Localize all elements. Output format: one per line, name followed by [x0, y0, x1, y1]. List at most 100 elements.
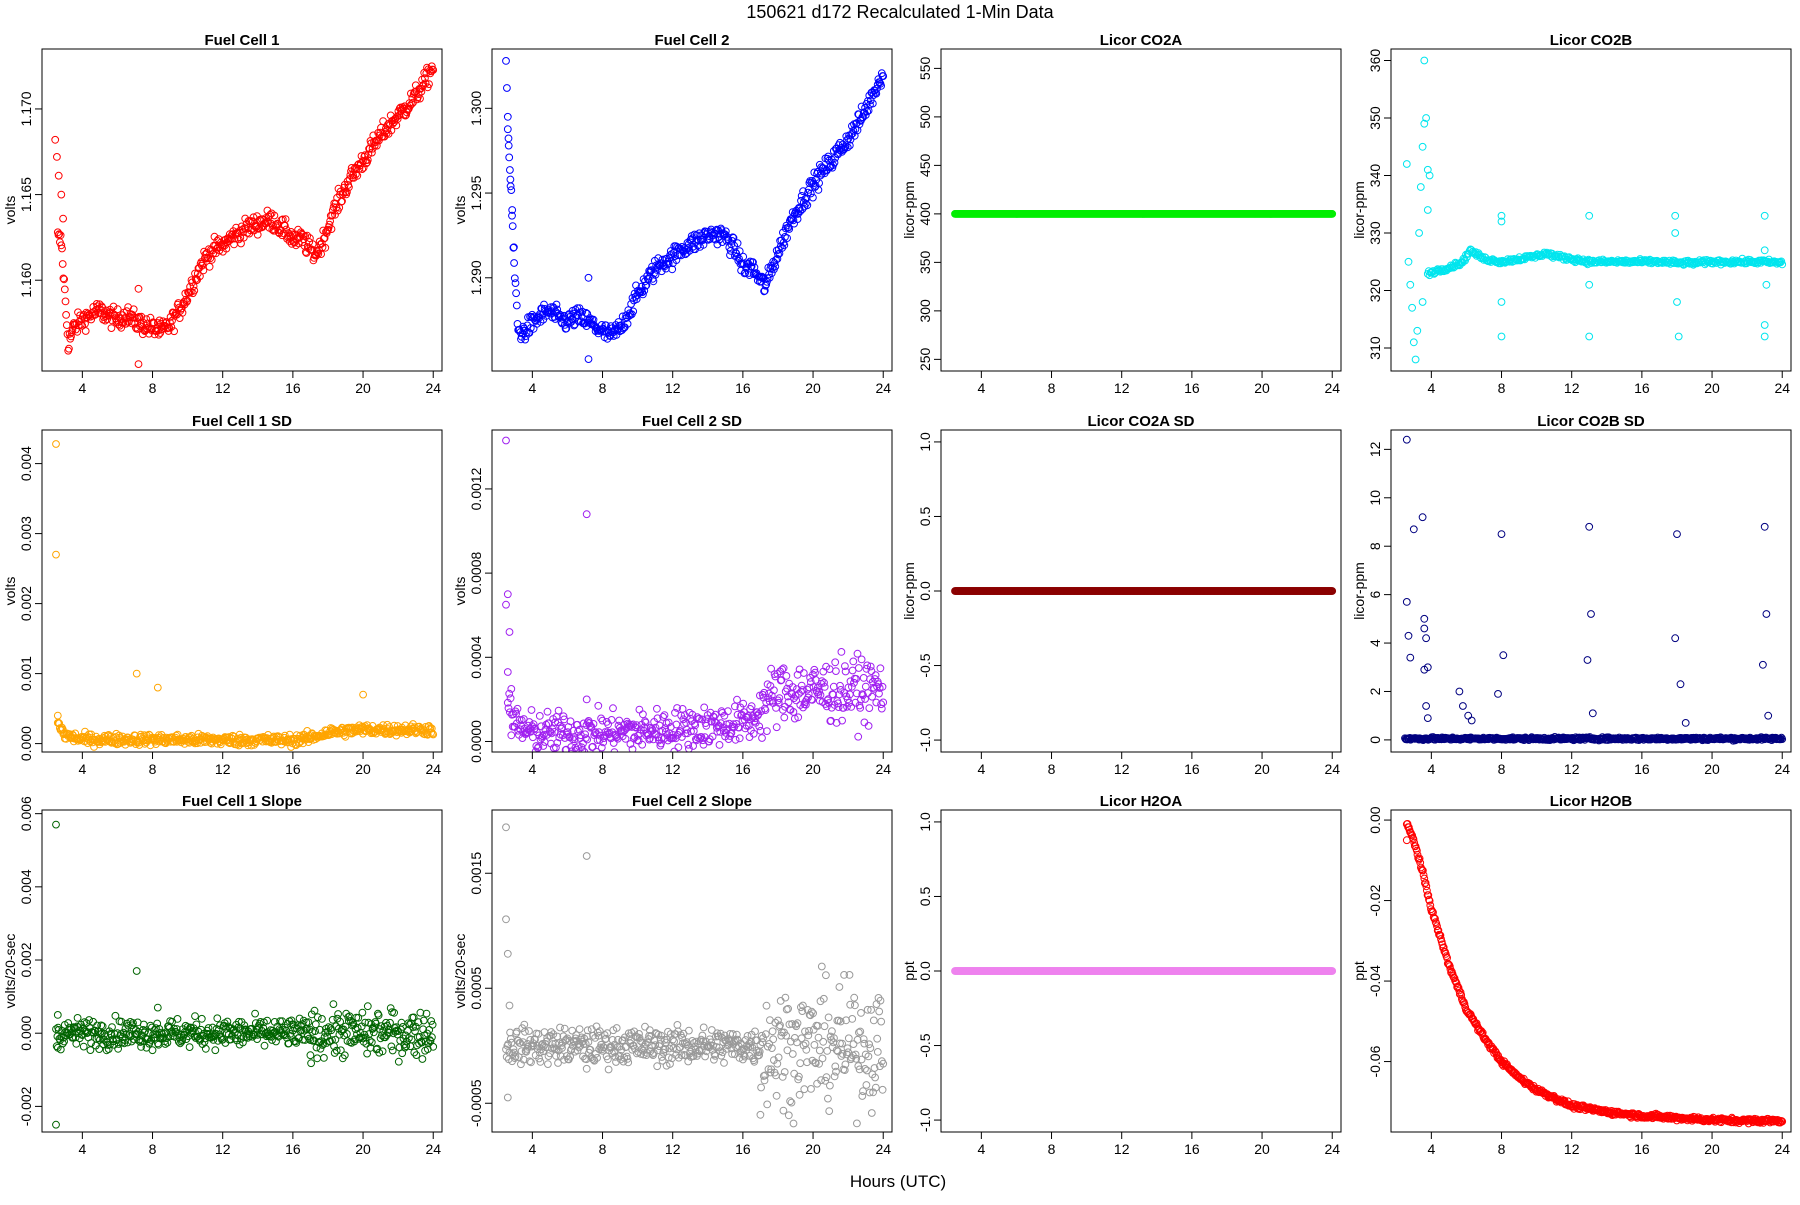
data-point	[832, 659, 839, 666]
data-point	[387, 1005, 394, 1012]
panel-title: Fuel Cell 2	[654, 32, 729, 49]
plot-frame	[941, 49, 1341, 371]
outlier-point	[506, 629, 513, 636]
outlier-point	[1423, 703, 1430, 710]
outlier-point	[1417, 184, 1424, 191]
outlier-point	[52, 136, 59, 143]
data-point	[509, 223, 516, 230]
x-tick-label: 8	[1498, 380, 1506, 396]
x-tick-label: 24	[875, 761, 891, 777]
data-point	[610, 705, 617, 712]
data-point	[90, 1018, 97, 1025]
x-tick-label: 16	[285, 761, 301, 777]
outlier-point	[1761, 212, 1768, 219]
outlier-point	[1424, 715, 1431, 722]
data-point	[877, 665, 884, 672]
y-tick-label: 12	[1367, 441, 1383, 457]
data-points	[53, 821, 437, 1128]
x-tick-label: 8	[149, 380, 157, 396]
data-point	[528, 707, 535, 714]
x-tick-label: 8	[149, 761, 157, 777]
data-point	[858, 656, 865, 663]
outlier-point	[1586, 523, 1593, 530]
figure-xlabel: Hours (UTC)	[850, 1172, 946, 1191]
outlier-point	[585, 356, 592, 363]
data-point	[878, 705, 885, 712]
x-tick-label: 4	[78, 380, 86, 396]
data-point	[308, 1060, 315, 1067]
x-tick-label: 16	[285, 380, 301, 396]
y-tick-label: 300	[917, 299, 933, 323]
data-point	[212, 1047, 219, 1054]
outlier-point	[1675, 333, 1682, 340]
data-point	[314, 1014, 321, 1021]
data-point	[505, 135, 512, 142]
data-points	[53, 441, 437, 751]
data-point	[732, 736, 739, 743]
outlier-point	[1405, 632, 1412, 639]
outlier-point	[1761, 333, 1768, 340]
data-point	[506, 154, 513, 161]
data-point	[63, 322, 70, 329]
data-point	[781, 714, 788, 721]
outlier-point	[1498, 531, 1505, 538]
data-point	[202, 1045, 209, 1052]
y-tick-label: 0	[1367, 736, 1383, 744]
x-tick-label: 4	[977, 761, 985, 777]
outlier-point	[133, 670, 140, 677]
outlier-point	[583, 511, 590, 518]
y-axis-label: volts	[2, 577, 18, 606]
outlier-point	[1407, 654, 1414, 661]
x-tick-label: 4	[977, 380, 985, 396]
data-point	[855, 733, 862, 740]
data-point	[830, 683, 837, 690]
data-point	[862, 683, 869, 690]
outlier-point	[1586, 212, 1593, 219]
data-point	[536, 713, 543, 720]
y-tick-label: 350	[1367, 106, 1383, 130]
data-point	[513, 290, 520, 297]
data-point	[508, 732, 515, 739]
x-tick-label: 20	[355, 380, 371, 396]
data-point	[855, 665, 862, 672]
data-point	[640, 711, 647, 718]
outlier-point	[54, 712, 61, 719]
outlier-point	[1424, 207, 1431, 214]
x-tick-label: 24	[1324, 380, 1340, 396]
data-point	[319, 1016, 326, 1023]
x-tick-label: 12	[1564, 380, 1580, 396]
outlier-point	[1761, 322, 1768, 329]
x-tick-label: 20	[805, 761, 821, 777]
data-point	[567, 718, 574, 725]
data-point	[654, 705, 661, 712]
data-point	[810, 194, 817, 201]
outlier-point	[505, 142, 512, 149]
x-tick-label: 24	[875, 380, 891, 396]
data-point	[389, 1047, 396, 1054]
data-points	[52, 63, 437, 368]
outlier-point	[1500, 652, 1507, 659]
data-point	[61, 286, 68, 293]
y-axis-label: licor-ppm	[901, 181, 917, 239]
data-point	[59, 261, 66, 268]
outlier-point	[1498, 333, 1505, 340]
data-point	[82, 328, 89, 335]
panel-title: Fuel Cell 2 SD	[642, 413, 742, 430]
outlier-point	[504, 85, 511, 92]
data-point	[149, 1047, 156, 1054]
y-tick-label: 0.004	[18, 446, 34, 481]
panel-title: Licor CO2B SD	[1537, 413, 1645, 430]
plot-frame	[42, 430, 442, 752]
x-tick-label: 8	[1048, 380, 1056, 396]
data-point	[388, 1043, 395, 1050]
data-point	[74, 1015, 81, 1022]
y-tick-label: 320	[1367, 279, 1383, 303]
outlier-point	[1498, 299, 1505, 306]
outlier-point	[1414, 327, 1421, 334]
x-tick-label: 20	[1254, 761, 1270, 777]
data-point	[776, 695, 783, 702]
x-tick-label: 24	[425, 380, 441, 396]
outlier-point	[1403, 436, 1410, 443]
y-tick-label: 1.300	[468, 91, 484, 126]
